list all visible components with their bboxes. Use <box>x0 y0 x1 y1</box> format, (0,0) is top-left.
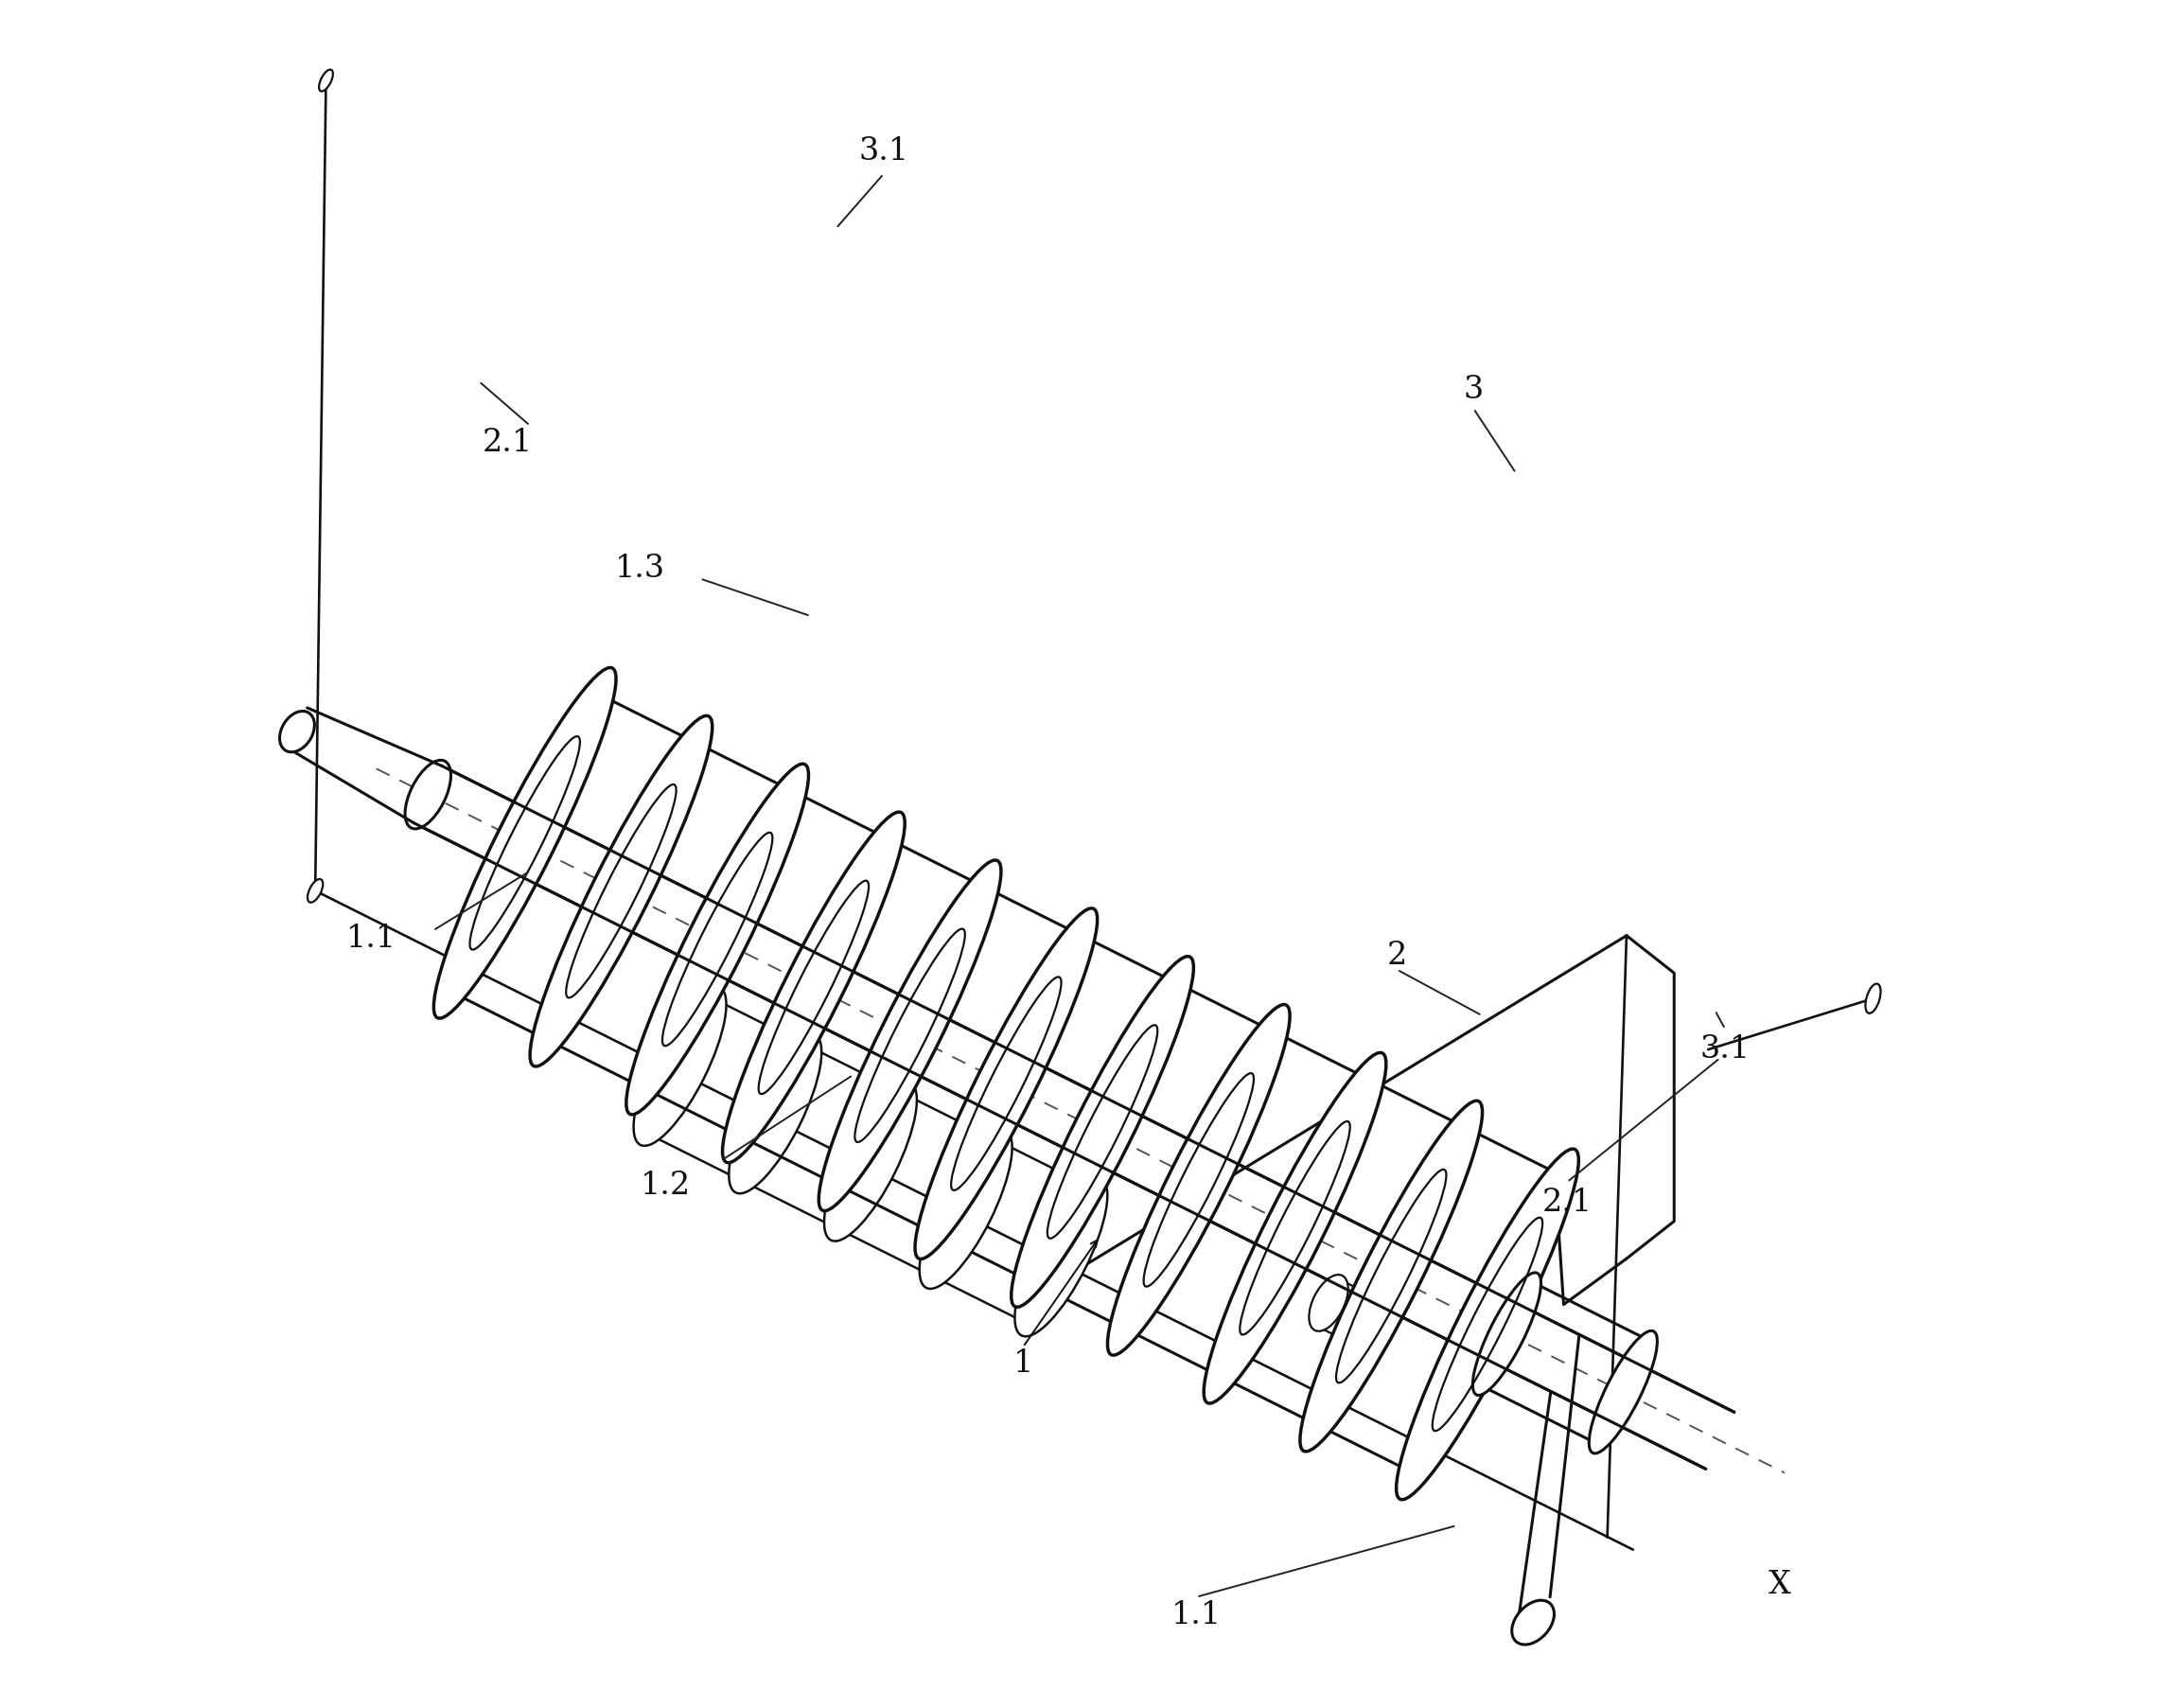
Ellipse shape <box>1472 1272 1541 1395</box>
Ellipse shape <box>730 1033 821 1194</box>
Ellipse shape <box>530 716 712 1066</box>
Ellipse shape <box>1011 956 1193 1307</box>
Text: X: X <box>1769 1570 1790 1600</box>
Ellipse shape <box>723 811 905 1163</box>
Ellipse shape <box>1396 1149 1578 1500</box>
Ellipse shape <box>1511 1600 1554 1645</box>
Text: 1.1: 1.1 <box>346 924 396 955</box>
Ellipse shape <box>634 986 725 1146</box>
Text: 1.2: 1.2 <box>641 1170 691 1201</box>
Ellipse shape <box>920 1129 1011 1290</box>
Text: 3.1: 3.1 <box>860 137 909 167</box>
Ellipse shape <box>307 880 323 902</box>
Ellipse shape <box>1349 1295 1388 1351</box>
Ellipse shape <box>1108 1004 1290 1354</box>
Ellipse shape <box>1589 1331 1656 1454</box>
Text: 2.1: 2.1 <box>1541 1187 1591 1218</box>
Text: 1: 1 <box>1013 1349 1033 1378</box>
Ellipse shape <box>916 909 1098 1259</box>
Ellipse shape <box>1866 984 1881 1013</box>
Text: 2: 2 <box>1388 941 1407 972</box>
Ellipse shape <box>626 763 808 1115</box>
Ellipse shape <box>1299 1100 1483 1452</box>
Ellipse shape <box>433 668 617 1018</box>
Text: 3: 3 <box>1464 374 1483 405</box>
Ellipse shape <box>825 1081 916 1242</box>
Ellipse shape <box>318 70 333 91</box>
Ellipse shape <box>279 711 314 752</box>
Text: 1.1: 1.1 <box>1171 1600 1221 1631</box>
Text: 2.1: 2.1 <box>483 427 533 458</box>
Text: 3.1: 3.1 <box>1700 1035 1749 1064</box>
Ellipse shape <box>1204 1052 1386 1404</box>
Ellipse shape <box>818 861 1000 1211</box>
Ellipse shape <box>1310 1274 1349 1331</box>
Text: 1.3: 1.3 <box>615 553 665 584</box>
Ellipse shape <box>1015 1177 1108 1336</box>
Ellipse shape <box>405 760 450 828</box>
